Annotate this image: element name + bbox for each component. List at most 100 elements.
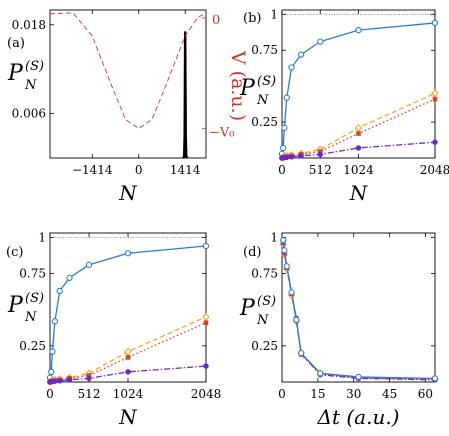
data-point bbox=[283, 263, 290, 270]
data-point bbox=[432, 139, 438, 145]
y-axis-label-sub: N bbox=[256, 93, 269, 108]
data-point bbox=[431, 375, 439, 382]
data-point bbox=[51, 318, 59, 325]
y-tick-label: 0.006 bbox=[12, 107, 46, 121]
series bbox=[47, 363, 209, 385]
y-axis-label-main: P bbox=[7, 293, 24, 318]
x-tick-label: 512 bbox=[309, 163, 332, 177]
x-tick-label: 1024 bbox=[113, 387, 144, 401]
x-axis-label: N bbox=[349, 181, 369, 205]
axes-frame bbox=[281, 232, 436, 383]
data-point bbox=[288, 154, 295, 160]
data-point bbox=[317, 38, 324, 45]
x-tick-label: 15 bbox=[310, 387, 325, 401]
data-point bbox=[284, 154, 290, 160]
y-tick-label: 0.018 bbox=[12, 18, 46, 32]
x-tick-label: 30 bbox=[346, 387, 361, 401]
data-point bbox=[86, 375, 92, 382]
y-axis-label-sub: N bbox=[24, 310, 37, 325]
panel-label: (b) bbox=[243, 11, 261, 26]
panel-label: (a) bbox=[7, 36, 25, 51]
y2-axis-label: V (a.u.) bbox=[227, 50, 249, 121]
y-tick-label: 1 bbox=[270, 7, 278, 21]
data-point bbox=[124, 347, 132, 356]
series bbox=[279, 139, 438, 161]
x-tick-label: 2048 bbox=[420, 163, 449, 177]
y-axis-label-main: P bbox=[7, 61, 24, 86]
y-axis-label: P bbox=[7, 293, 24, 318]
data-point bbox=[86, 373, 92, 378]
y-axis-label-main: P bbox=[239, 76, 256, 101]
data-point bbox=[293, 316, 300, 323]
data-point bbox=[125, 355, 131, 360]
y-tick-label: 0.75 bbox=[19, 267, 46, 281]
data-point bbox=[356, 131, 361, 136]
y-tick-label: 0.75 bbox=[251, 267, 278, 281]
x-tick-label: 0 bbox=[46, 387, 54, 401]
data-point bbox=[317, 151, 323, 158]
x-tick-label: 1024 bbox=[343, 163, 374, 177]
data-point bbox=[297, 349, 305, 357]
data-point bbox=[49, 348, 56, 355]
y-tick-label: 0.75 bbox=[251, 43, 278, 57]
y-axis-label: P bbox=[239, 76, 256, 101]
probability-peak bbox=[182, 31, 189, 159]
y-axis-label-main: P bbox=[239, 296, 256, 321]
y-tick-label: 0.25 bbox=[251, 115, 278, 129]
series bbox=[182, 31, 189, 159]
data-point bbox=[124, 250, 132, 257]
data-point bbox=[281, 124, 288, 131]
x-tick-label: 60 bbox=[418, 387, 433, 401]
data-point bbox=[202, 312, 210, 321]
axes-frame bbox=[49, 9, 207, 159]
data-point bbox=[355, 26, 362, 34]
y-tick-label: 1 bbox=[38, 230, 46, 244]
data-point bbox=[317, 370, 324, 377]
data-point bbox=[280, 144, 287, 152]
data-point bbox=[354, 123, 363, 132]
series bbox=[280, 238, 438, 383]
data-point bbox=[281, 247, 288, 254]
data-point bbox=[355, 145, 362, 151]
y2-tick-label: −V₀ bbox=[209, 125, 235, 140]
panel-label: (c) bbox=[6, 245, 23, 260]
data-point bbox=[288, 289, 295, 296]
data-point bbox=[280, 237, 287, 244]
x-axis-label: N bbox=[118, 405, 138, 429]
data-point bbox=[288, 64, 295, 71]
y-axis-label-sup: (S) bbox=[257, 294, 276, 309]
data-point bbox=[431, 89, 439, 98]
data-point bbox=[125, 369, 131, 375]
y-axis-label-sup: (S) bbox=[25, 59, 44, 74]
potential-curve bbox=[49, 12, 207, 129]
x-tick-label: 0 bbox=[278, 387, 286, 401]
y-axis-label-sup: (S) bbox=[257, 74, 276, 89]
data-point bbox=[85, 261, 93, 268]
y-tick-label: 1 bbox=[270, 230, 278, 244]
data-point bbox=[431, 19, 439, 27]
data-point bbox=[56, 287, 63, 295]
data-point bbox=[355, 373, 362, 381]
x-tick-label: 0 bbox=[135, 163, 143, 177]
y-tick-label: 0.25 bbox=[251, 339, 278, 353]
data-point bbox=[203, 363, 209, 369]
data-point bbox=[297, 51, 305, 58]
series bbox=[280, 240, 438, 382]
data-point bbox=[432, 96, 438, 102]
series bbox=[46, 242, 210, 381]
x-tick-label: 1414 bbox=[170, 163, 201, 177]
y-axis-label: P bbox=[239, 296, 256, 321]
x-tick-label: 2048 bbox=[191, 387, 222, 401]
y-tick-label: 0.25 bbox=[19, 339, 46, 353]
x-axis-label: Δt (a.u.) bbox=[317, 405, 400, 429]
y-axis-label-sub: N bbox=[24, 78, 37, 93]
series bbox=[278, 19, 439, 157]
series bbox=[280, 237, 439, 382]
panel-d: 0 15 30 45 60 0.25 0.75 1 (d) Δt (a.u.) P N (S) bbox=[239, 230, 439, 429]
series bbox=[49, 12, 207, 129]
data-point bbox=[52, 378, 58, 384]
series-line bbox=[49, 322, 207, 383]
